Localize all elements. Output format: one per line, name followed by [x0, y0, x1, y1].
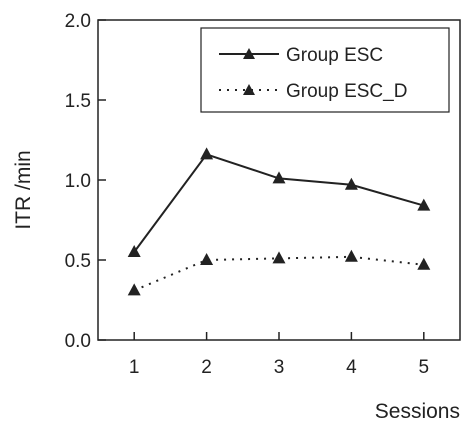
data-point-group-esc-d-2 [200, 253, 214, 265]
y-axis-ticks: 0.0 0.5 1.0 1.5 2.0 [65, 11, 106, 352]
data-point-group-esc-d-3 [272, 251, 286, 264]
x-tick-label-4: 5 [419, 357, 430, 378]
y-tick-label-3: 1.5 [65, 91, 91, 112]
data-point-group-esc-d-4 [344, 249, 358, 262]
data-point-group-esc-4 [344, 177, 358, 190]
series-line-group-esc [133, 153, 425, 253]
y-tick-label-4: 2.0 [65, 11, 91, 32]
data-point-group-esc-d-1 [127, 283, 141, 296]
x-tick-label-1: 2 [201, 357, 212, 378]
legend-label-group-esc: Group ESC [286, 45, 383, 66]
legend-marker-group-esc-d [243, 84, 255, 95]
legend-box [200, 27, 450, 113]
legend: Group ESC Group ESC_D [200, 27, 450, 113]
legend-marker-group-esc [243, 48, 255, 59]
y-tick-label-0: 0.0 [65, 331, 91, 352]
x-tick-label-0: 1 [129, 357, 140, 378]
series-layer [127, 147, 431, 296]
x-axis-ticks: 1 2 3 4 5 [129, 332, 429, 378]
x-tick-label-2: 3 [274, 357, 285, 378]
y-axis-label: ITR /min [12, 150, 35, 229]
data-point-group-esc-5 [417, 198, 431, 211]
data-point-group-esc-2 [200, 147, 214, 160]
legend-label-group-esc-d: Group ESC_D [286, 81, 407, 102]
y-tick-label-2: 1.0 [65, 171, 91, 192]
y-tick-label-1: 0.5 [65, 251, 91, 272]
data-point-group-esc-d-5 [417, 257, 431, 270]
x-tick-label-3: 4 [346, 357, 357, 378]
data-point-group-esc-1 [127, 245, 141, 257]
data-point-group-esc-3 [272, 171, 286, 184]
x-axis-label: Sessions [375, 400, 460, 423]
